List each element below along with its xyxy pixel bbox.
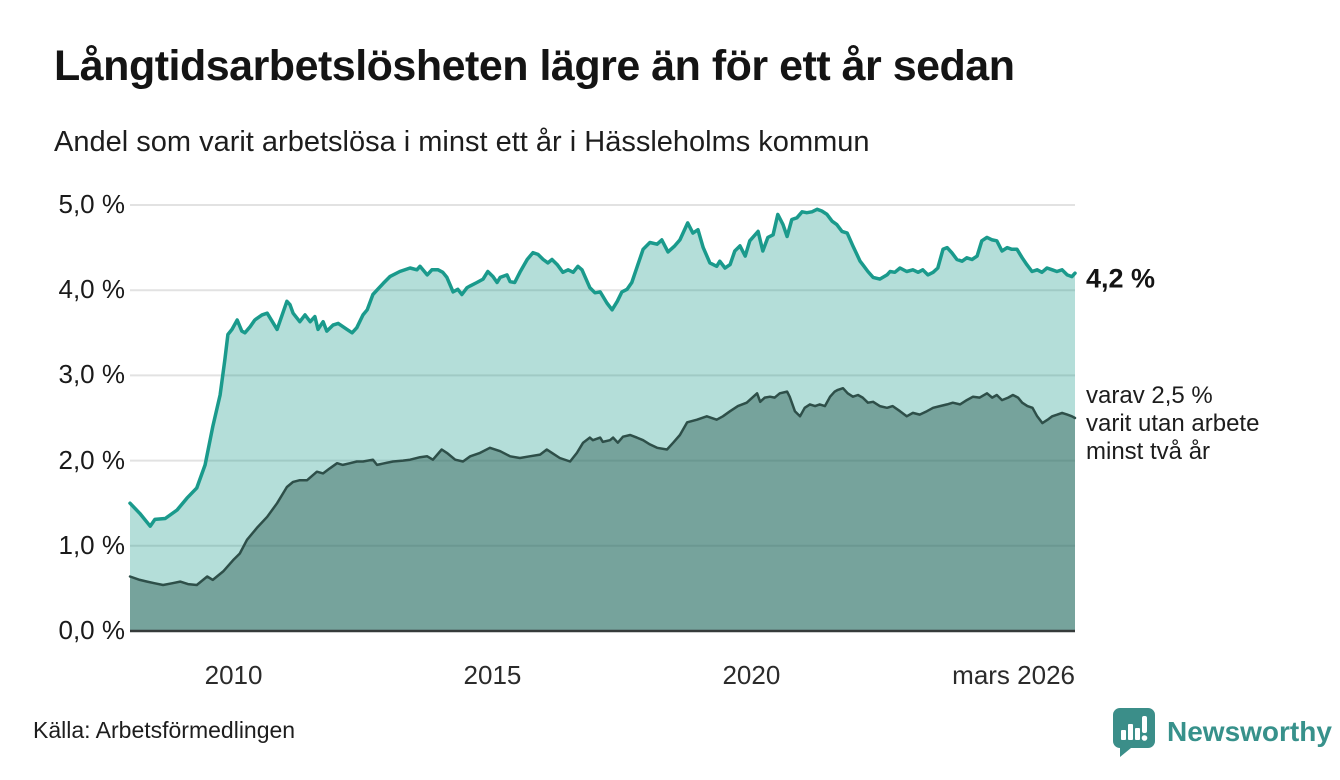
- newsworthy-logo-text: Newsworthy: [1167, 716, 1332, 747]
- newsworthy-logo[interactable]: Newsworthy: [1110, 704, 1332, 760]
- series-two-years-area: [130, 388, 1075, 631]
- x-tick-label: 2010: [204, 660, 263, 690]
- page-title: Långtidsarbetslösheten lägre än för ett …: [54, 42, 1015, 90]
- series-total-area: [130, 209, 1075, 632]
- annotation-latest-total: 4,2 %: [1086, 263, 1156, 294]
- source-note: Källa: Arbetsförmedlingen: [33, 717, 296, 743]
- series-two-years-line: [128, 386, 1077, 587]
- series-total-line: [128, 207, 1077, 528]
- newsworthy-logo-icon: [1110, 706, 1156, 758]
- x-tick-label: mars 2026: [952, 660, 1075, 690]
- logo-bubble-shape: [1113, 708, 1155, 757]
- annotation-two-years: varav 2,5 % varit utan arbete minst två …: [1086, 382, 1260, 465]
- x-tick-label: 2015: [463, 660, 522, 690]
- x-tick-label: 2020: [722, 660, 781, 690]
- x-axis-labels: 2010 2015 2020 mars 2026: [0, 660, 1340, 694]
- chart-subtitle: Andel som varit arbetslösa i minst ett å…: [54, 126, 870, 158]
